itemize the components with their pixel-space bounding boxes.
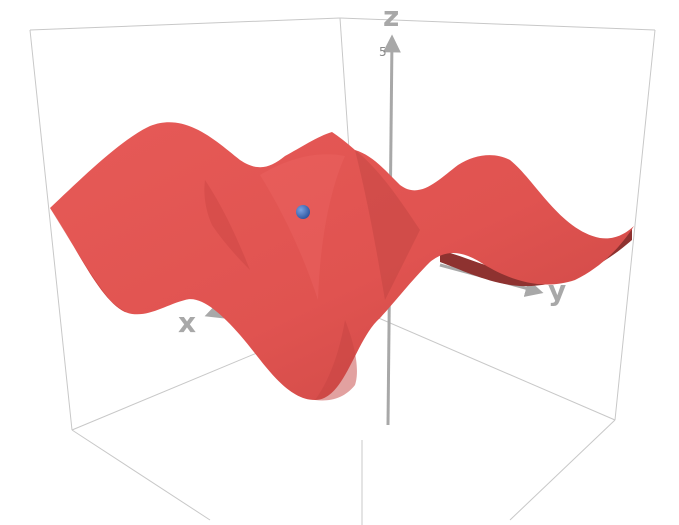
box-edge — [614, 29, 656, 421]
box-edge — [29, 17, 341, 31]
box-edge — [509, 419, 616, 521]
box-edge — [359, 309, 616, 421]
x-axis-label: x — [178, 306, 196, 339]
surface-shade-fold — [315, 320, 357, 401]
surface-highlight — [260, 154, 345, 300]
bounding-box-front — [29, 29, 656, 525]
y-axis-label: y — [548, 274, 566, 307]
z-axis-tick-label: 5 — [379, 45, 387, 59]
box-edge — [29, 29, 73, 431]
surface-shade-fold — [204, 180, 250, 270]
surface-shade-fold — [355, 150, 420, 300]
box-edge — [339, 17, 656, 31]
z-axis-label: z — [383, 0, 399, 33]
surface-mesh — [50, 122, 634, 400]
surface-point-marker[interactable] — [296, 205, 310, 219]
box-edge — [71, 429, 211, 521]
